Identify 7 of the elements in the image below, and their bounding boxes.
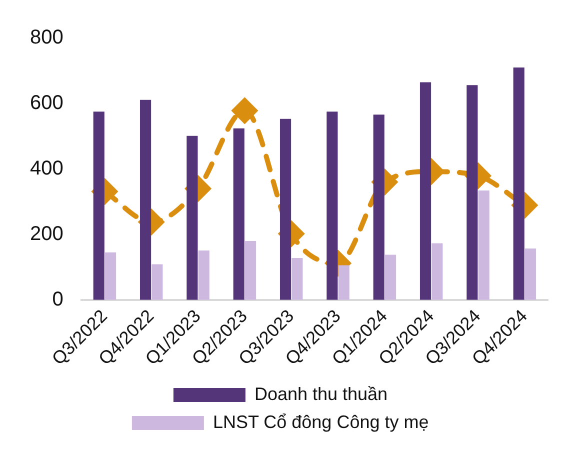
legend-label: Doanh thu thuần: [254, 384, 388, 404]
y-tick-label: 0: [52, 288, 64, 310]
y-tick-label: 800: [30, 26, 64, 49]
y-tick-label: 200: [30, 222, 64, 245]
y-tick-label: 400: [30, 157, 64, 180]
legend-label: LNST Cổ đông Công ty mẹ: [212, 412, 429, 432]
y-tick-label: 600: [30, 92, 64, 114]
